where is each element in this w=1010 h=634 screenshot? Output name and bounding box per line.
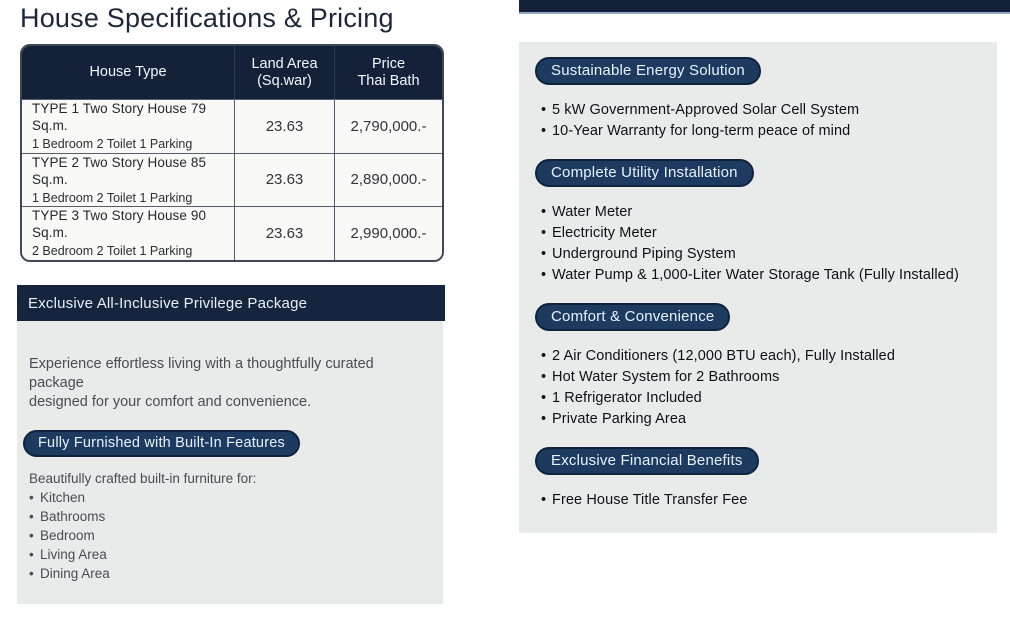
section-sustainable-energy: Sustainable Energy Solution 5 kW Governm…: [535, 57, 997, 142]
list-item: Hot Water System for 2 Bathrooms: [541, 367, 997, 388]
page-title: House Specifications & Pricing: [20, 3, 394, 33]
pricing-table: House Type Land Area (Sq.war) Price Thai…: [20, 44, 444, 262]
section-utility-installation: Complete Utility Installation Water Mete…: [535, 159, 997, 286]
feature-list: Water Meter Electricity Meter Undergroun…: [541, 202, 997, 286]
land-area-cell: 23.63: [234, 100, 335, 153]
package-panel: Experience effortless living with a thou…: [17, 321, 443, 604]
list-item: 10-Year Warranty for long-term peace of …: [541, 121, 997, 142]
table-row-type-3: TYPE 3 Two Story House 90 Sq.m. 2 Bedroo…: [22, 206, 442, 260]
list-item: 5 kW Government-Approved Solar Cell Syst…: [541, 100, 997, 121]
house-type-cell: TYPE 3 Two Story House 90 Sq.m. 2 Bedroo…: [22, 207, 234, 260]
list-item: Private Parking Area: [541, 409, 997, 430]
furnished-pill-label: Fully Furnished with Built-In Features: [38, 435, 285, 451]
list-item: Dining Area: [29, 564, 431, 583]
package-intro-line1: Experience effortless living with a thou…: [29, 356, 374, 391]
house-type-cell: TYPE 1 Two Story House 79 Sq.m. 1 Bedroo…: [22, 100, 234, 153]
package-header-title: Exclusive All-Inclusive Privilege Packag…: [28, 294, 308, 312]
list-item: Kitchen: [29, 488, 431, 507]
list-item: Water Pump & 1,000-Liter Water Storage T…: [541, 265, 997, 286]
column-header-label: Price: [371, 55, 406, 72]
list-item: Water Meter: [541, 202, 997, 223]
furniture-list: Kitchen Bathrooms Bedroom Living Area Di…: [29, 488, 431, 583]
features-panel: Sustainable Energy Solution 5 kW Governm…: [519, 42, 997, 533]
feature-list: Free House Title Transfer Fee: [541, 490, 997, 511]
feature-list: 2 Air Conditioners (12,000 BTU each), Fu…: [541, 346, 997, 430]
table-row-type-1: TYPE 1 Two Story House 79 Sq.m. 1 Bedroo…: [22, 99, 442, 153]
pricing-table-header: House Type Land Area (Sq.war) Price Thai…: [22, 46, 442, 99]
list-item: 1 Refrigerator Included: [541, 388, 997, 409]
house-type-cell: TYPE 2 Two Story House 85 Sq.m. 1 Bedroo…: [22, 154, 234, 207]
section-pill: Comfort & Convenience: [535, 303, 731, 331]
column-header-label: House Type: [89, 64, 167, 80]
price-cell: 2,790,000.-: [350, 117, 427, 135]
package-intro: Experience effortless living with a thou…: [29, 355, 431, 412]
section-pill-label: Complete Utility Installation: [551, 164, 738, 181]
column-header-sublabel: Thai Bath: [357, 72, 420, 89]
list-item: Bedroom: [29, 526, 431, 545]
package-intro-line2: designed for your comfort and convenienc…: [29, 394, 312, 410]
section-pill-label: Exclusive Financial Benefits: [551, 452, 743, 469]
furnished-pill: Fully Furnished with Built-In Features: [23, 430, 300, 457]
house-type-name: TYPE 2 Two Story House 85 Sq.m.: [32, 154, 207, 187]
house-type-detail: 1 Bedroom 2 Toilet 1 Parking: [32, 137, 193, 152]
list-item: Living Area: [29, 545, 431, 564]
house-type-name: TYPE 3 Two Story House 90 Sq.m.: [32, 208, 207, 241]
list-item: 2 Air Conditioners (12,000 BTU each), Fu…: [541, 346, 997, 367]
price-cell: 2,990,000.-: [350, 224, 427, 242]
column-header-label: Land Area: [251, 55, 318, 72]
top-accent-bar: [519, 0, 1010, 14]
section-pill-label: Comfort & Convenience: [551, 308, 715, 325]
column-header-sublabel: (Sq.war): [257, 72, 312, 89]
feature-list: 5 kW Government-Approved Solar Cell Syst…: [541, 100, 997, 142]
list-item: Electricity Meter: [541, 223, 997, 244]
section-financial-benefits: Exclusive Financial Benefits Free House …: [535, 447, 997, 511]
list-item: Underground Piping System: [541, 244, 997, 265]
section-pill-label: Sustainable Energy Solution: [551, 62, 745, 79]
price-cell: 2,890,000.-: [350, 171, 427, 189]
column-header-house-type: House Type: [22, 46, 234, 99]
package-header-bar: Exclusive All-Inclusive Privilege Packag…: [17, 285, 445, 321]
column-header-price: Price Thai Bath: [335, 46, 442, 99]
house-type-detail: 1 Bedroom 2 Toilet 1 Parking: [32, 190, 193, 205]
section-pill: Sustainable Energy Solution: [535, 57, 761, 85]
house-type-name: TYPE 1 Two Story House 79 Sq.m.: [32, 101, 207, 134]
land-area-cell: 23.63: [234, 207, 335, 260]
table-row-type-2: TYPE 2 Two Story House 85 Sq.m. 1 Bedroo…: [22, 152, 442, 207]
column-header-land-area: Land Area (Sq.war): [234, 46, 335, 99]
list-item: Bathrooms: [29, 507, 431, 526]
house-type-detail: 2 Bedroom 2 Toilet 1 Parking: [32, 244, 193, 259]
section-pill: Exclusive Financial Benefits: [535, 447, 759, 475]
list-item: Free House Title Transfer Fee: [541, 490, 997, 511]
section-pill: Complete Utility Installation: [535, 159, 754, 187]
section-comfort-convenience: Comfort & Convenience 2 Air Conditioners…: [535, 303, 997, 430]
furniture-list-intro: Beautifully crafted built-in furniture f…: [29, 471, 257, 486]
land-area-cell: 23.63: [234, 153, 335, 206]
